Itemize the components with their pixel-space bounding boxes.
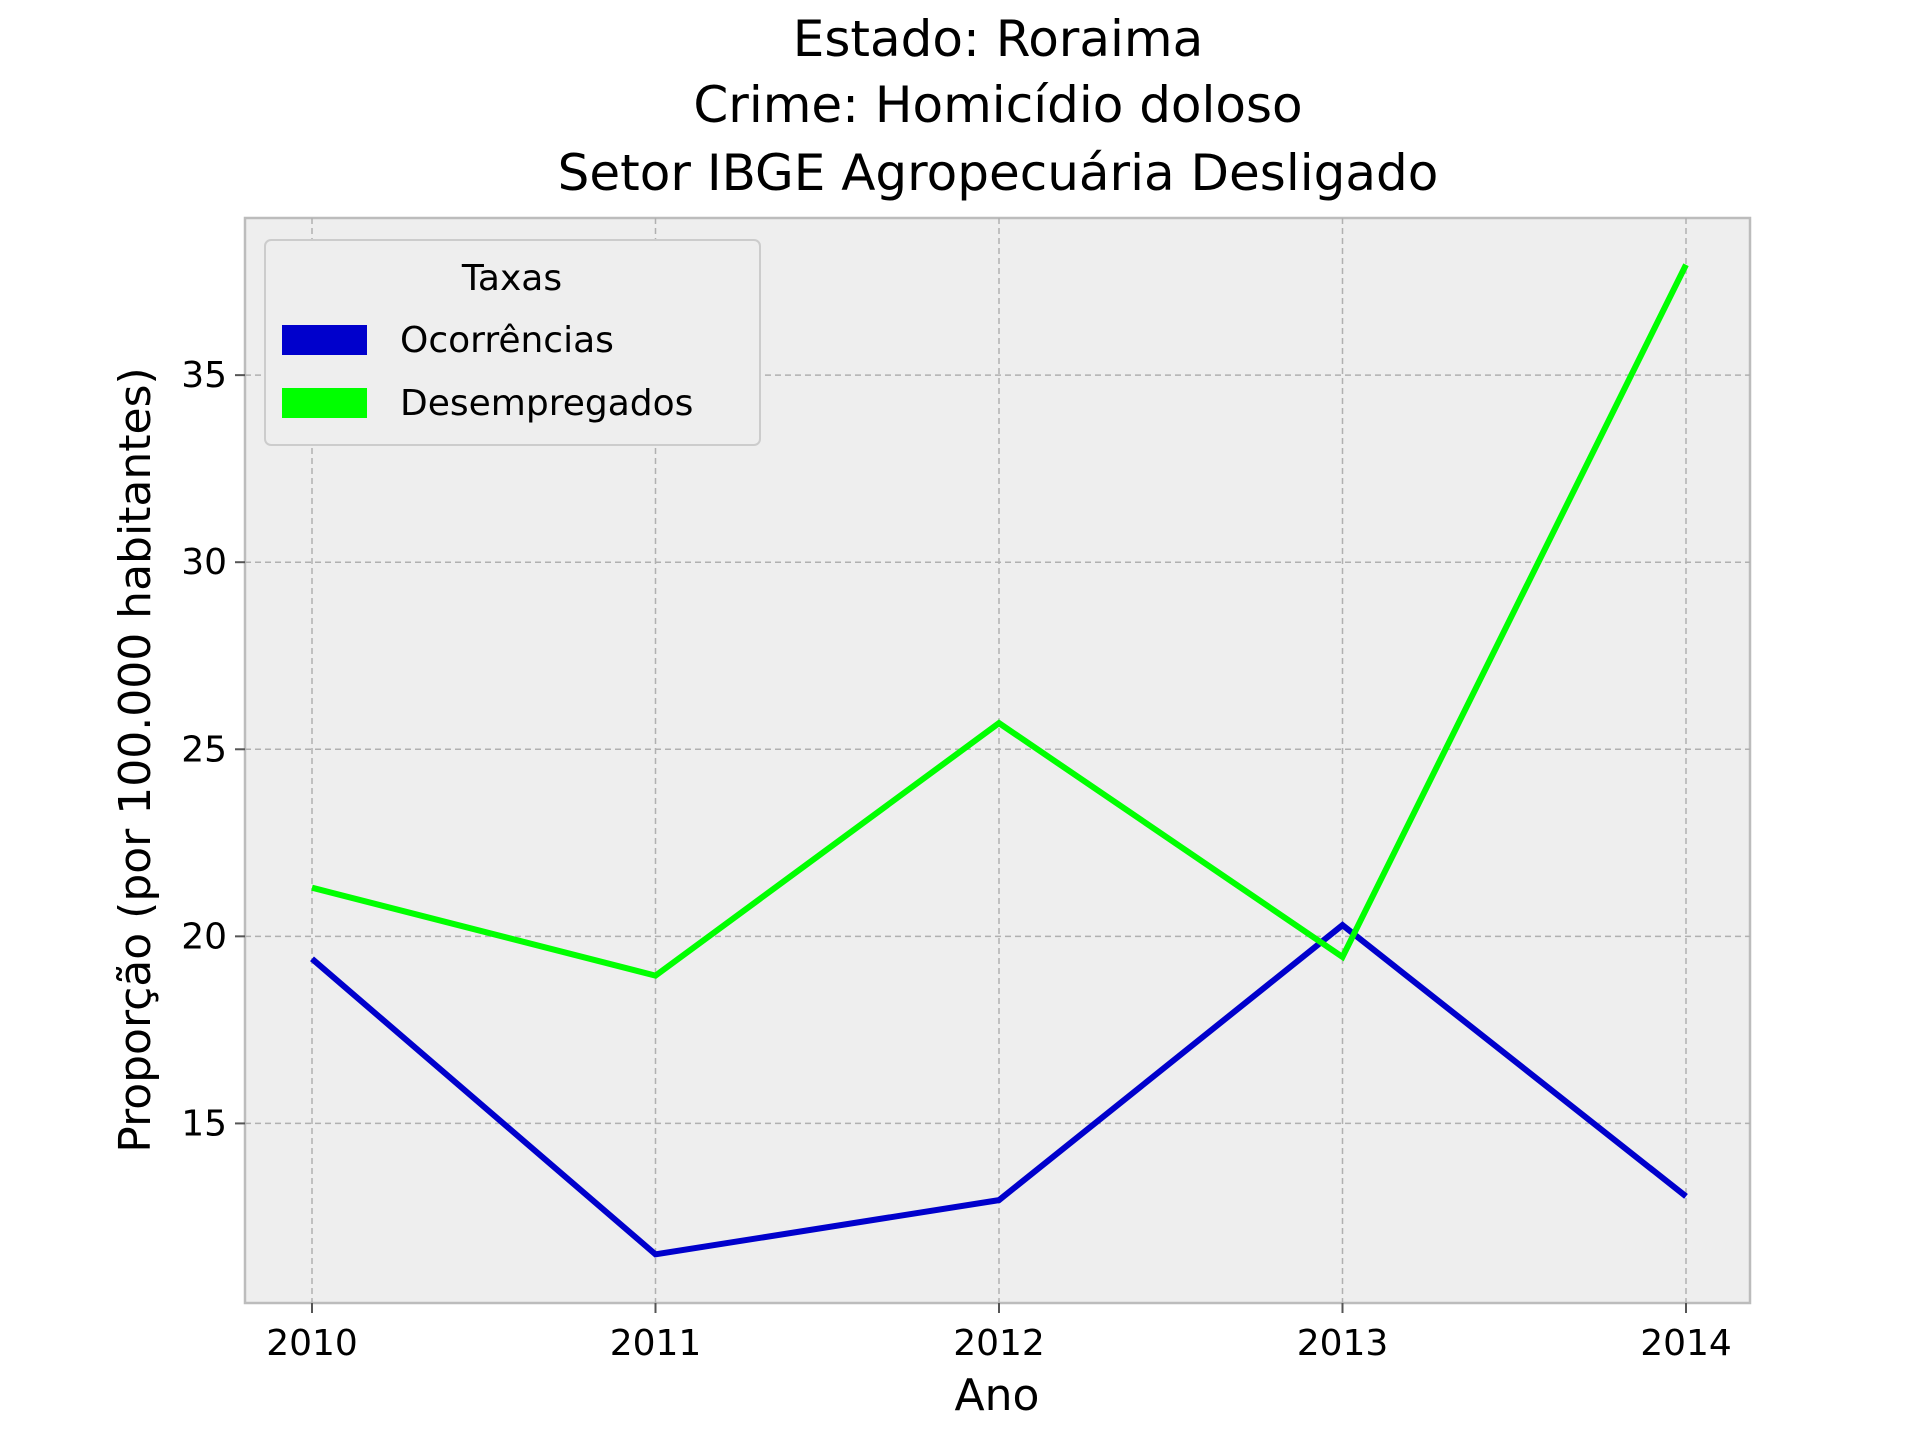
x-tick-label: 2010 [266, 1323, 358, 1364]
x-tick-label: 2012 [953, 1323, 1045, 1364]
y-ticks: 15 20 25 30 35 [181, 355, 245, 1144]
y-tick-label: 20 [181, 916, 227, 957]
legend-swatch-desempregados [282, 388, 367, 418]
x-axis-label: Ano [955, 1370, 1040, 1421]
y-tick-label: 25 [181, 729, 227, 770]
title-line-3: Setor IBGE Agropecuária Desligado [558, 144, 1439, 202]
x-tick-label: 2014 [1640, 1323, 1732, 1364]
series-lines [310, 263, 1689, 1258]
legend-swatch-ocorrencias [282, 325, 367, 355]
legend-box [264, 239, 761, 446]
title-line-2: Crime: Homicídio doloso [693, 76, 1302, 134]
title-line-1: Estado: Roraima [793, 10, 1203, 68]
y-axis-label: Proporção (por 100.000 habitantes) [110, 367, 161, 1152]
chart-title: Estado: Roraima Crime: Homicídio doloso … [558, 10, 1439, 202]
legend-label-ocorrencias: Ocorrências [400, 320, 614, 361]
x-tick-label: 2011 [610, 1323, 702, 1364]
legend: Taxas Ocorrências Desempregados [264, 239, 761, 446]
y-tick-label: 15 [181, 1103, 227, 1144]
legend-label-desempregados: Desempregados [400, 383, 693, 424]
x-ticks: 2010 2011 2012 2013 2014 [266, 1303, 1732, 1364]
x-tick-label: 2013 [1297, 1323, 1389, 1364]
y-tick-label: 30 [181, 542, 227, 583]
legend-title: Taxas [461, 258, 562, 299]
y-tick-label: 35 [181, 355, 227, 396]
